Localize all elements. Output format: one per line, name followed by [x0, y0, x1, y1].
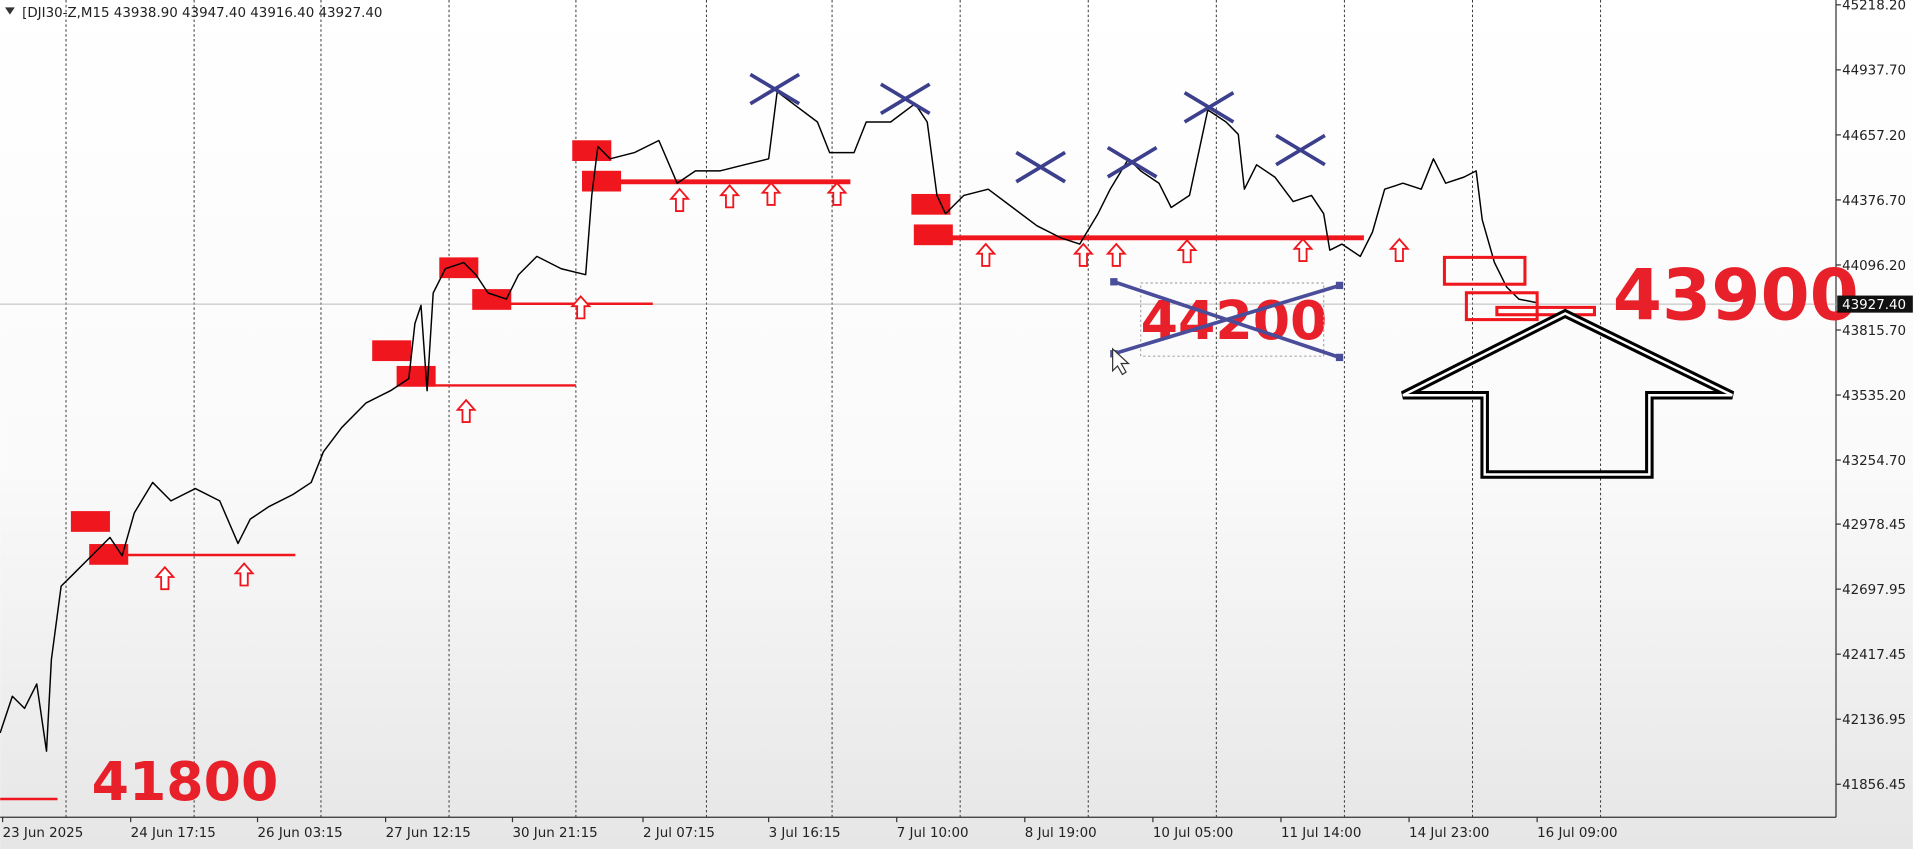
up-arrow — [1176, 238, 1198, 264]
up-arrow — [669, 187, 691, 212]
annotation-text: 43900 — [1613, 254, 1859, 337]
up-arrow — [154, 565, 176, 591]
handle — [1110, 278, 1118, 286]
price-marker — [1837, 295, 1913, 313]
plot — [0, 90, 1538, 752]
up-arrow — [570, 295, 592, 320]
up-arrow — [975, 242, 997, 267]
annotations-over — [1110, 278, 1735, 479]
selection-box — [1140, 282, 1325, 357]
x-tick-label: 24 Jun 17:15 — [131, 826, 216, 841]
zone-box — [70, 511, 110, 532]
zone-box — [582, 170, 622, 192]
cross-mark — [749, 72, 801, 106]
cross-mark — [1015, 150, 1067, 184]
x-tick-label: 2 Jul 07:15 — [643, 826, 715, 841]
x-tick-label: 7 Jul 10:00 — [897, 826, 969, 841]
y-tick-label: 45218.20 — [1842, 0, 1906, 14]
price-marker-label: 43927.40 — [1842, 298, 1906, 313]
up-arrow — [1072, 242, 1094, 267]
cursor — [1112, 347, 1131, 376]
zone-box — [572, 140, 612, 162]
up-arrow — [455, 398, 477, 423]
y-tick-label: 44937.70 — [1842, 64, 1906, 79]
cross-mark — [879, 82, 931, 116]
y-tick-label: 44376.70 — [1842, 194, 1906, 209]
y-tick-label: 42417.45 — [1842, 648, 1906, 663]
zone-box — [472, 289, 512, 310]
strike-line — [1113, 283, 1341, 356]
zone-box — [913, 224, 953, 246]
y-tick-label: 44096.20 — [1842, 259, 1906, 274]
x-tick-label: 23 Jun 2025 — [3, 826, 84, 841]
cross-mark — [1275, 133, 1326, 167]
up-arrow — [826, 181, 848, 206]
x-tick-label: 8 Jul 19:00 — [1025, 826, 1097, 841]
x-tick-label: 16 Jul 09:00 — [1537, 826, 1617, 841]
x-tick-label: 14 Jul 23:00 — [1409, 826, 1489, 841]
zone-box — [372, 340, 412, 362]
y-tick-label: 43535.20 — [1842, 389, 1906, 404]
up-arrow — [719, 184, 741, 209]
chart-title: [DJI30-Z,M15 43938.90 43947.40 43916.40 … — [22, 6, 382, 21]
big-arrow-inner — [1402, 312, 1733, 476]
annotations — [154, 72, 1596, 591]
up-arrow — [233, 562, 255, 587]
handle — [1335, 353, 1344, 362]
cross-mark — [1106, 146, 1158, 179]
y-tick-label: 44657.20 — [1842, 129, 1906, 144]
up-arrow — [1388, 237, 1410, 262]
price-line — [0, 90, 1538, 752]
x-tick-label: 30 Jun 21:15 — [512, 826, 597, 841]
handle — [1335, 281, 1344, 290]
x-tick-label: 27 Jun 12:15 — [386, 826, 471, 841]
annotation-text: 41800 — [92, 750, 279, 813]
cross-mark — [1183, 91, 1235, 124]
y-tick-label: 42136.95 — [1842, 713, 1906, 728]
grid — [0, 0, 1836, 818]
y-tick-label: 43254.70 — [1842, 454, 1906, 469]
up-arrow — [1292, 237, 1314, 262]
y-tick-label: 43815.70 — [1842, 324, 1906, 339]
x-tick-label: 3 Jul 16:15 — [769, 826, 841, 841]
up-arrow — [1105, 242, 1127, 267]
x-tick-label: 26 Jun 03:15 — [258, 826, 343, 841]
zone-outline — [1495, 305, 1596, 317]
y-tick-label: 41856.45 — [1842, 778, 1906, 793]
up-arrow — [760, 181, 782, 206]
zone-box — [439, 257, 479, 279]
zone-outline — [1442, 255, 1527, 286]
x-tick-label: 10 Jul 05:00 — [1153, 826, 1233, 841]
y-tick-label: 42978.45 — [1842, 518, 1906, 533]
y-tick-label: 42697.95 — [1842, 583, 1906, 598]
zone-box — [911, 193, 951, 215]
x-tick-label: 11 Jul 14:00 — [1281, 826, 1361, 841]
menu-triangle[interactable] — [5, 7, 15, 15]
